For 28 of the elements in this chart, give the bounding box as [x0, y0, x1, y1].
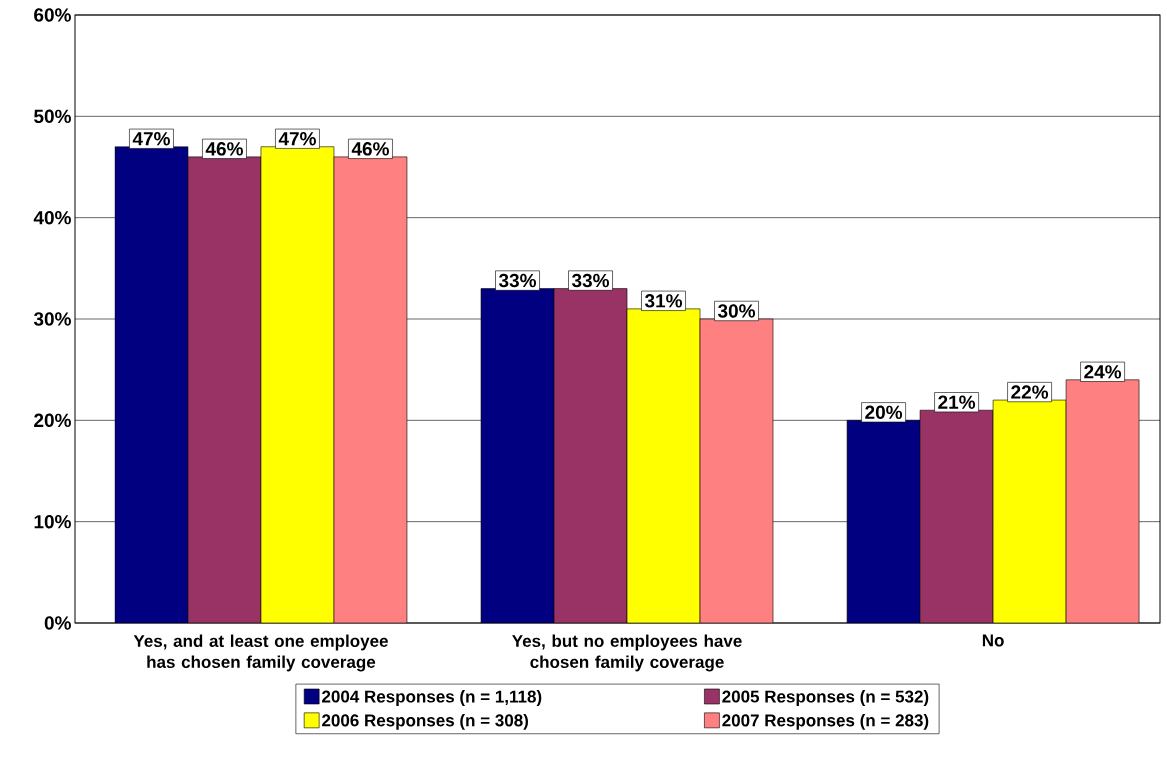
data-label: 33% [571, 273, 610, 288]
data-label: 31% [644, 294, 683, 308]
y-tick-label: 60% [34, 8, 71, 22]
y-tick-label: 40% [33, 210, 71, 225]
y-tick-label: 20% [34, 413, 71, 428]
data-label: 46% [351, 142, 389, 156]
legend-label: 2004 Responses (n = 1,118) [322, 690, 542, 706]
y-tick-label: 0% [44, 616, 71, 630]
data-label: 47% [278, 132, 316, 146]
data-label: 46% [205, 142, 243, 156]
legend-label: 2006 Responses (n = 308) [322, 713, 529, 730]
data-label: 22% [1011, 385, 1049, 399]
legend-label: 2007 Responses (n = 283) [722, 713, 929, 730]
bar [480, 288, 555, 623]
y-tick-label: 50% [34, 109, 71, 124]
y-tick-label: 30% [33, 312, 71, 326]
data-label: 30% [717, 304, 756, 318]
x-tick-label: Yes, and at least one employee has chosen family coverage [133, 634, 388, 672]
data-label: 24% [1084, 365, 1122, 379]
x-tick-label: Yes, but no employees have chosen family coverage [512, 634, 742, 672]
x-tick-label: No [982, 634, 1004, 647]
bar [553, 288, 628, 623]
data-label: 20% [865, 405, 903, 420]
data-label: 21% [938, 395, 976, 409]
data-label: 33% [498, 273, 537, 288]
data-label: 47% [132, 132, 170, 146]
y-tick-label: 10% [34, 514, 71, 529]
legend-label: 2005 Responses (n = 532) [722, 690, 929, 706]
